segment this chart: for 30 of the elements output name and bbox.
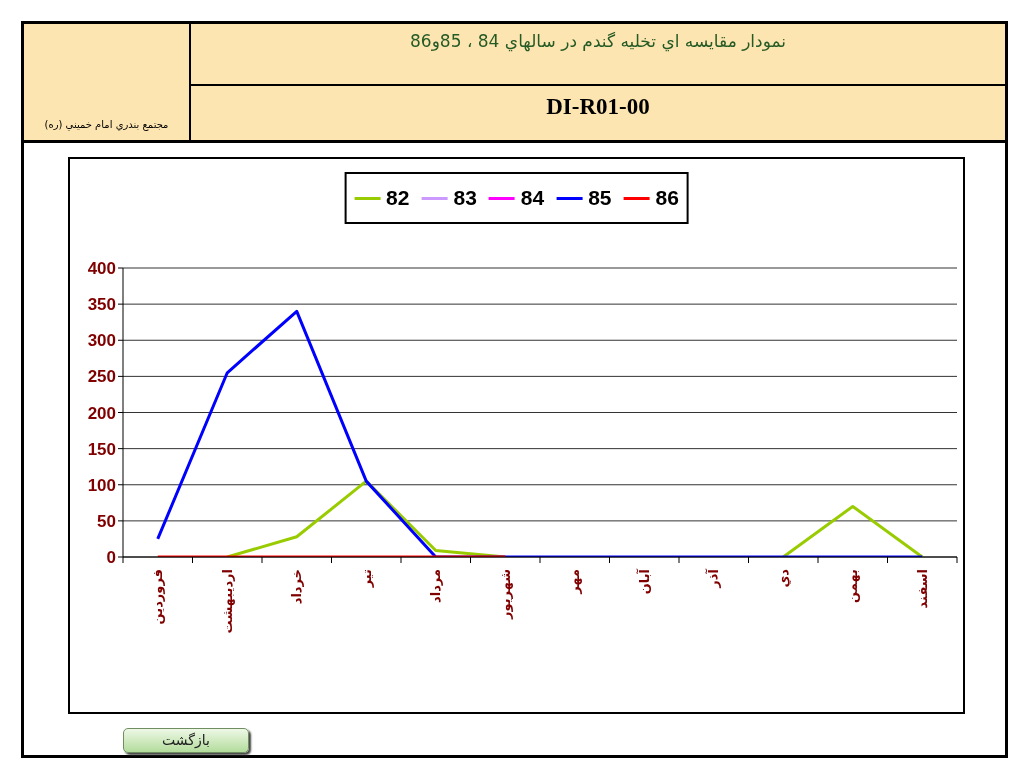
x-tick-label: اسفند [914,569,930,609]
x-tick-label: آبان [635,568,652,595]
y-tick-label: 350 [87,295,116,315]
x-tick-label: دي [775,568,791,588]
y-tick-label: 400 [87,259,116,279]
x-tick-label: آذر [705,568,722,589]
text: مجتمع بندري امام خميني (ره) [44,119,169,130]
x-tick-label: شهريور [497,569,513,620]
legend-label: 85 [588,186,612,210]
y-tick-label: 0 [106,548,116,568]
x-tick-label: خرداد [289,569,305,605]
legend-label: 83 [453,186,477,210]
x-tick-label: تير [358,569,374,589]
y-tick-label: 100 [87,475,116,495]
y-tick-label: 300 [87,331,116,351]
legend-label: 86 [655,186,679,210]
y-tick-label: 150 [87,439,116,459]
x-tick-label: مرداد [428,569,444,603]
legend-label: 82 [386,186,410,210]
x-tick-label: مهر [567,569,583,595]
y-tick-label: 250 [87,367,116,387]
y-tick-label: 50 [97,511,116,531]
chart-title: نمودار مقايسه اي تخليه گندم در سالهاي 84 ، 85و86 [410,31,786,51]
x-tick-label: ارديبهشت [219,569,235,634]
chart-subtitle: DI-R01-00 [546,94,650,119]
x-tick-label: بهمن [845,569,861,603]
legend-label: 84 [520,186,545,210]
y-tick-label: 200 [87,403,116,423]
back-button: بازگشت [123,728,249,753]
x-tick-label: فروردين [150,569,166,625]
